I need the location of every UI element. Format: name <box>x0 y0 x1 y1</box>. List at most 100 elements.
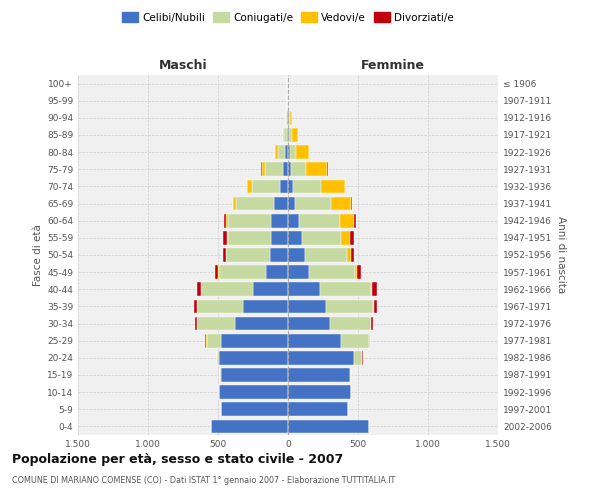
Bar <box>197 300 243 314</box>
Bar <box>295 196 331 210</box>
Bar <box>271 231 288 244</box>
Bar <box>288 146 290 159</box>
Bar <box>215 266 218 279</box>
Bar <box>285 146 288 159</box>
Bar <box>277 146 285 159</box>
Bar <box>296 146 309 159</box>
Bar <box>274 196 288 210</box>
Bar <box>262 162 265 176</box>
Y-axis label: Fasce di età: Fasce di età <box>33 224 43 286</box>
Bar <box>371 282 372 296</box>
Bar <box>236 196 274 210</box>
Bar <box>251 180 280 194</box>
Bar <box>288 248 305 262</box>
Bar <box>288 128 289 142</box>
Bar <box>228 231 271 244</box>
Bar <box>305 248 347 262</box>
Bar <box>226 214 228 228</box>
Bar <box>233 196 236 210</box>
Bar <box>219 266 266 279</box>
Bar <box>288 316 330 330</box>
Bar <box>344 180 346 194</box>
Bar <box>226 248 270 262</box>
Legend: Celibi/Nubili, Coniugati/e, Vedovi/e, Divorziati/e: Celibi/Nubili, Coniugati/e, Vedovi/e, Di… <box>120 10 456 24</box>
Bar <box>221 402 288 416</box>
Bar <box>371 316 373 330</box>
Bar <box>220 386 288 399</box>
Bar <box>374 300 377 314</box>
Bar <box>289 111 290 124</box>
Bar <box>207 334 221 347</box>
Bar <box>321 180 344 194</box>
Bar <box>270 248 288 262</box>
Bar <box>347 248 351 262</box>
Bar <box>197 316 235 330</box>
Bar <box>247 180 251 194</box>
Bar <box>201 282 253 296</box>
Bar <box>330 316 371 330</box>
Bar <box>309 266 355 279</box>
Bar <box>196 316 197 330</box>
Bar <box>293 180 321 194</box>
Bar <box>280 180 288 194</box>
Bar <box>358 266 361 279</box>
Bar <box>288 282 320 296</box>
Bar <box>220 351 288 364</box>
Bar <box>266 266 288 279</box>
Bar <box>223 231 227 244</box>
Bar <box>288 420 369 434</box>
Bar <box>221 368 288 382</box>
Bar <box>351 196 352 210</box>
Bar <box>224 214 226 228</box>
Bar <box>211 420 288 434</box>
Bar <box>302 231 341 244</box>
Bar <box>223 248 226 262</box>
Bar <box>205 334 206 347</box>
Bar <box>306 162 327 176</box>
Bar <box>228 214 271 228</box>
Bar <box>288 162 291 176</box>
Bar <box>287 111 288 124</box>
Bar <box>288 402 348 416</box>
Bar <box>283 162 288 176</box>
Bar <box>220 368 221 382</box>
Bar <box>288 351 354 364</box>
Bar <box>286 111 287 124</box>
Bar <box>290 111 292 124</box>
Bar <box>284 128 287 142</box>
Bar <box>290 146 296 159</box>
Bar <box>350 231 354 244</box>
Bar <box>372 282 377 296</box>
Bar <box>288 386 351 399</box>
Bar <box>327 162 328 176</box>
Bar <box>235 316 288 330</box>
Bar <box>288 231 302 244</box>
Bar <box>331 196 351 210</box>
Bar <box>351 248 354 262</box>
Bar <box>320 282 371 296</box>
Bar <box>288 334 341 347</box>
Bar <box>288 266 309 279</box>
Bar <box>265 162 283 176</box>
Bar <box>288 214 299 228</box>
Text: Femmine: Femmine <box>361 58 425 71</box>
Bar <box>350 368 351 382</box>
Bar <box>253 282 288 296</box>
Bar <box>271 214 288 228</box>
Text: COMUNE DI MARIANO COMENSE (CO) - Dati ISTAT 1° gennaio 2007 - Elaborazione TUTTI: COMUNE DI MARIANO COMENSE (CO) - Dati IS… <box>12 476 395 485</box>
Bar <box>275 146 277 159</box>
Text: Popolazione per età, sesso e stato civile - 2007: Popolazione per età, sesso e stato civil… <box>12 452 343 466</box>
Bar <box>288 196 295 210</box>
Bar <box>355 266 358 279</box>
Bar <box>299 214 340 228</box>
Bar <box>354 214 356 228</box>
Bar <box>243 300 288 314</box>
Bar <box>227 231 228 244</box>
Bar <box>283 128 284 142</box>
Bar <box>326 300 373 314</box>
Bar <box>292 128 298 142</box>
Bar <box>289 128 292 142</box>
Bar <box>221 334 288 347</box>
Bar <box>288 111 289 124</box>
Bar <box>197 282 201 296</box>
